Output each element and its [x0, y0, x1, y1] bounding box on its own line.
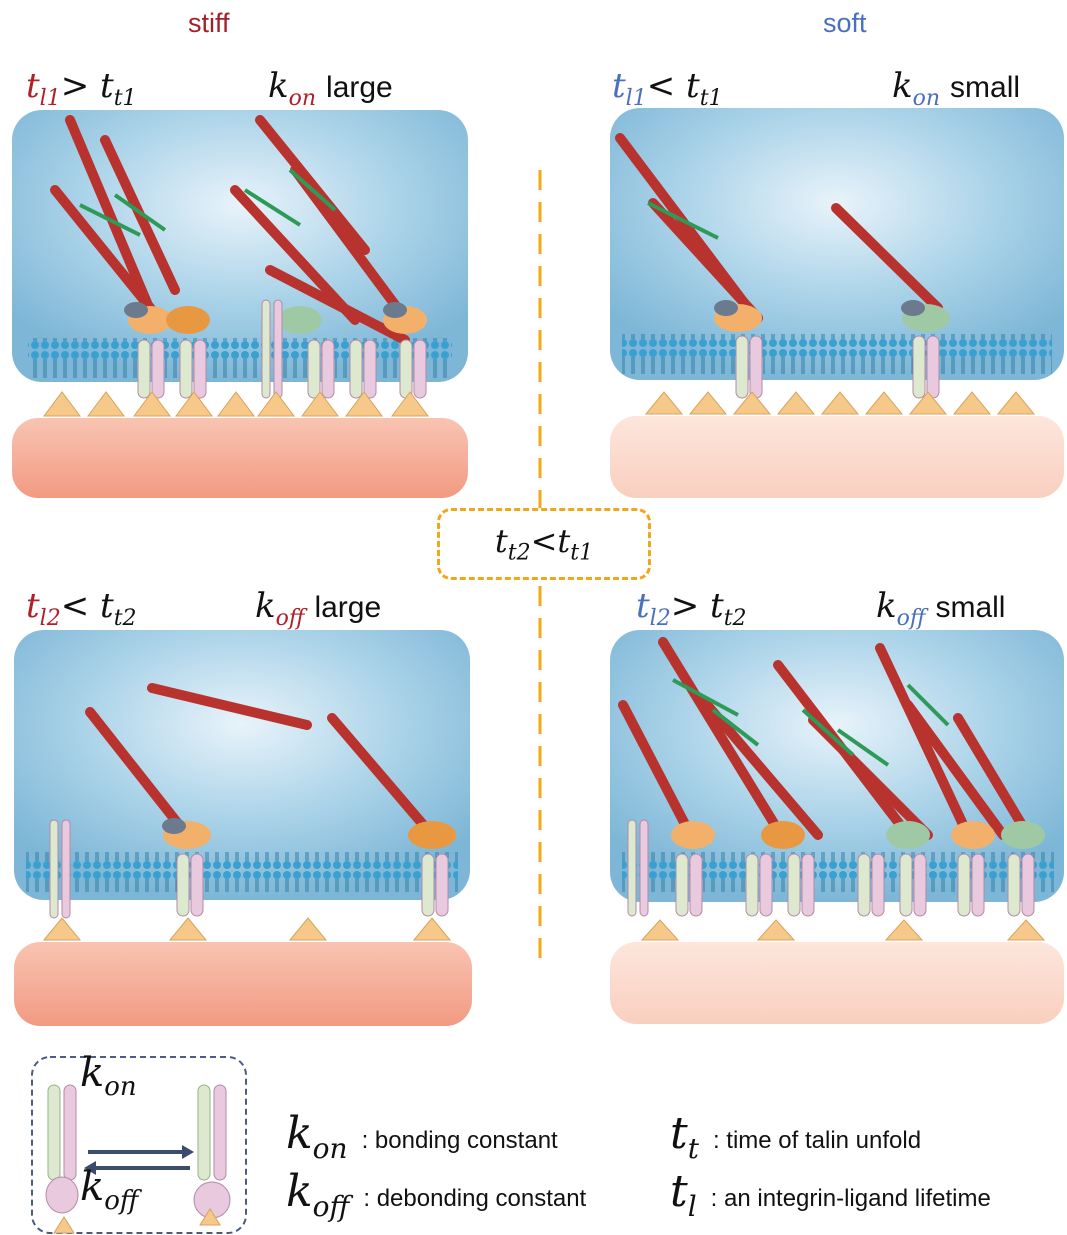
- actinin-crosslinker: [79, 168, 337, 237]
- cell-body: [14, 630, 470, 900]
- forward-arrow-head: [182, 1145, 194, 1159]
- cell-membrane: [28, 338, 452, 378]
- ligand: [42, 917, 452, 941]
- ligand: [644, 391, 1036, 415]
- legend-box-kon: kon: [80, 1050, 137, 1102]
- focal-adhesion-complex: [714, 300, 950, 332]
- cell-membrane: [26, 852, 458, 892]
- stiff-substrate: [14, 942, 472, 1026]
- focal-adhesion-complex: [124, 302, 427, 334]
- formula-top-left-k: kon large: [268, 66, 393, 111]
- reverse-arrow-head: [84, 1161, 96, 1175]
- center-condition-box: tt2<tt1: [437, 508, 651, 580]
- actinin-crosslinker: [647, 201, 719, 240]
- actinin-crosslinker: [672, 678, 950, 767]
- integrin: [627, 819, 1035, 917]
- panel-bottom-left-diagram: [14, 630, 472, 1026]
- legend-tt: tt : time of talin unfold: [670, 1108, 922, 1165]
- focal-adhesion-complex: [162, 818, 456, 849]
- formula-bottom-left-k: koff large: [255, 586, 382, 631]
- legend-box-koff: koff: [80, 1164, 139, 1216]
- cell-membrane: [622, 334, 1052, 374]
- integrin: [49, 819, 449, 919]
- integrin: [137, 299, 427, 399]
- actin-filament: [618, 637, 1033, 840]
- formula-bottom-left-time: tl2< tt2: [26, 586, 137, 631]
- integrin-unbound: [45, 1084, 79, 1234]
- integrin-bound: [193, 1084, 231, 1226]
- header-soft: soft: [823, 8, 867, 38]
- soft-substrate: [610, 416, 1064, 498]
- center-condition-formula: tt2<tt1: [494, 522, 594, 566]
- ligand: [43, 391, 429, 417]
- header-stiff: stiff: [188, 8, 230, 38]
- actin-filament: [50, 115, 415, 345]
- formula-bottom-right-k: koff small: [876, 586, 1006, 631]
- soft-substrate: [610, 942, 1064, 1024]
- legend-koff: koff : debonding constant: [286, 1166, 587, 1223]
- legend-tl: tl : an integrin-ligand lifetime: [670, 1166, 991, 1223]
- ligand: [640, 919, 1046, 941]
- panel-top-left-diagram: [12, 110, 468, 498]
- cell-body: [610, 630, 1064, 902]
- formula-top-right-time: tl1< tt1: [612, 66, 723, 111]
- legend-binding-box: [31, 1056, 247, 1234]
- actin-filament: [85, 683, 437, 840]
- panel-top-right-diagram: [610, 108, 1064, 498]
- stiff-substrate: [12, 418, 468, 498]
- formula-top-left-time: tl1> tt1: [26, 66, 137, 111]
- focal-adhesion-complex: [671, 821, 1045, 849]
- legend-kon: kon : bonding constant: [286, 1108, 558, 1165]
- formula-bottom-right-time: tl2> tt2: [636, 586, 747, 631]
- formula-top-right-k: kon small: [892, 66, 1021, 111]
- panel-bottom-right-diagram: [610, 630, 1064, 1024]
